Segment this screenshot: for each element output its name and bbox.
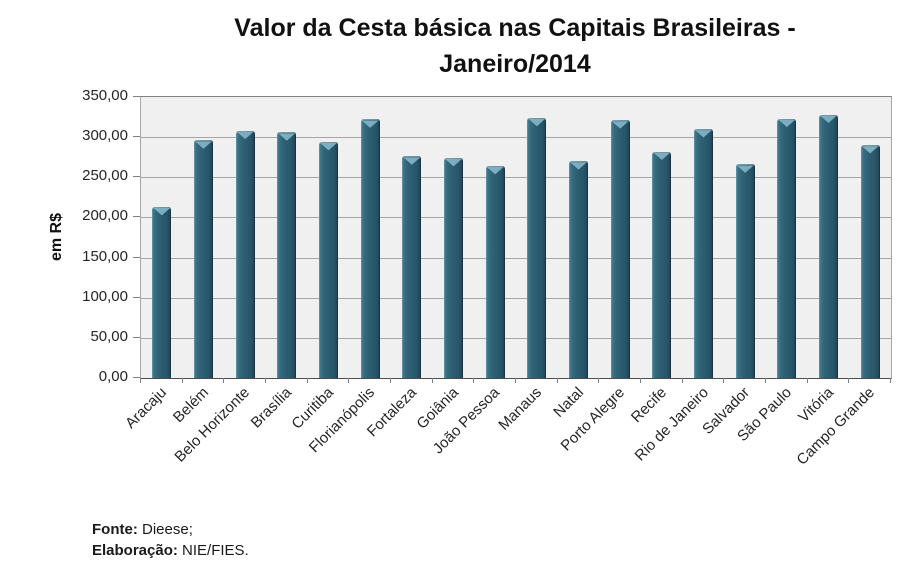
y-tick-label: 100,00 bbox=[82, 287, 128, 305]
y-tick-mark bbox=[133, 256, 140, 258]
y-tick-label: 0,00 bbox=[98, 368, 128, 385]
plot-area bbox=[140, 96, 892, 379]
bar-belo-horizonte bbox=[235, 130, 255, 378]
bar-salvador bbox=[735, 164, 755, 378]
chart-title-line2: Janeiro/2014 bbox=[439, 50, 591, 78]
y-tick-mark bbox=[133, 336, 140, 338]
y-tick-label: 350,00 bbox=[82, 87, 128, 104]
x-tick-mark bbox=[265, 378, 266, 383]
x-tick-mark bbox=[556, 378, 558, 383]
y-tick-label: 250,00 bbox=[82, 167, 128, 185]
x-tick-mark bbox=[223, 378, 225, 383]
bar-campo-grande bbox=[860, 145, 880, 378]
bar-natal bbox=[569, 161, 588, 378]
y-tick-label: 200,00 bbox=[82, 207, 128, 225]
y-tick-mark bbox=[133, 296, 140, 298]
gridline bbox=[141, 257, 891, 259]
x-tick-mark bbox=[640, 378, 641, 383]
bar-belém bbox=[194, 140, 213, 378]
bar-vitória bbox=[819, 114, 838, 378]
y-tick-label: 300,00 bbox=[82, 127, 128, 145]
bar-recife bbox=[652, 151, 672, 378]
chart-title-line1: Valor da Cesta básica nas Capitais Brasi… bbox=[234, 14, 796, 42]
bar-brasília bbox=[277, 132, 297, 378]
gridline bbox=[141, 297, 891, 299]
x-tick-mark bbox=[431, 378, 433, 383]
bar-florianópolis bbox=[360, 119, 380, 378]
x-tick-mark bbox=[473, 378, 475, 383]
y-tick-mark bbox=[133, 176, 140, 178]
y-tick-mark bbox=[133, 96, 140, 97]
y-tick-label: 150,00 bbox=[82, 247, 128, 265]
x-tick-mark bbox=[765, 378, 766, 383]
bar-porto-alegre bbox=[610, 120, 630, 378]
bar-aracaju bbox=[152, 207, 172, 378]
x-tick-mark bbox=[681, 378, 683, 383]
x-tick-mark bbox=[890, 378, 891, 383]
x-tick-mark bbox=[348, 378, 350, 383]
x-tick-mark bbox=[848, 378, 850, 383]
x-tick-mark bbox=[723, 378, 725, 383]
chart-title: Valor da Cesta básica nas Capitais Brasi… bbox=[135, 10, 895, 82]
bar-curitiba bbox=[319, 141, 338, 378]
x-tick-mark bbox=[181, 378, 183, 383]
y-tick-mark bbox=[133, 377, 140, 378]
elaboracao-value: NIE/FIES. bbox=[177, 542, 249, 559]
y-tick-label: 50,00 bbox=[90, 327, 128, 345]
bar-rio-de-janeiro bbox=[694, 129, 713, 378]
elaboration-line: Elaboração: NIE/FIES. bbox=[92, 540, 249, 561]
x-tick-mark bbox=[806, 378, 808, 383]
gridline bbox=[141, 137, 891, 139]
x-tick-mark bbox=[515, 378, 516, 383]
bar-fortaleza bbox=[402, 156, 422, 378]
bar-manaus bbox=[527, 117, 547, 378]
x-tick-mark bbox=[140, 378, 141, 383]
gridline bbox=[141, 217, 891, 219]
gridline bbox=[141, 337, 891, 339]
bar-joão-pessoa bbox=[485, 166, 505, 378]
bar-goiânia bbox=[444, 158, 463, 378]
elaboracao-label: Elaboração: bbox=[92, 542, 178, 559]
gridline bbox=[141, 177, 891, 179]
x-tick-mark bbox=[306, 378, 308, 383]
source-note: Fonte: Dieese; Elaboração: NIE/FIES. bbox=[92, 519, 249, 561]
source-line: Fonte: Dieese; bbox=[92, 519, 249, 540]
bar-são-paulo bbox=[777, 118, 797, 378]
fonte-label: Fonte: bbox=[92, 521, 138, 538]
fonte-value: Dieese; bbox=[137, 521, 193, 538]
x-tick-mark bbox=[390, 378, 391, 383]
y-tick-mark bbox=[133, 216, 140, 218]
x-tick-mark bbox=[598, 378, 600, 383]
y-tick-mark bbox=[133, 136, 140, 138]
